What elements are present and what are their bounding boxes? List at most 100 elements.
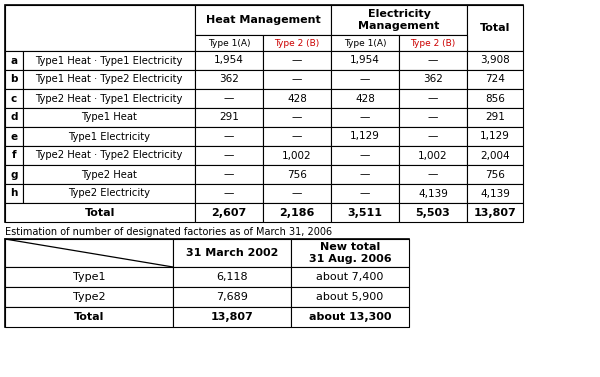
Bar [263, 127, 331, 146]
Bar [467, 70, 523, 89]
Bar [173, 239, 291, 267]
Text: —: — [360, 112, 370, 123]
Bar [23, 184, 195, 203]
Bar [173, 287, 291, 307]
Bar [5, 108, 23, 127]
Text: New total
31 Aug. 2006: New total 31 Aug. 2006 [308, 242, 391, 264]
Bar [399, 35, 467, 51]
Bar [195, 108, 263, 127]
Bar [399, 89, 467, 108]
Text: 756: 756 [287, 170, 307, 179]
Text: 428: 428 [355, 93, 375, 104]
Text: 1,129: 1,129 [480, 132, 510, 141]
Text: 5,503: 5,503 [416, 207, 451, 218]
Bar [23, 146, 195, 165]
Bar [173, 267, 291, 287]
Bar [467, 5, 523, 51]
Text: Heat Management: Heat Management [206, 15, 320, 25]
Text: 291: 291 [485, 112, 505, 123]
Text: Estimation of number of designated factories as of March 31, 2006: Estimation of number of designated facto… [5, 227, 332, 237]
Text: —: — [360, 150, 370, 161]
Text: —: — [428, 132, 438, 141]
Bar [23, 51, 195, 70]
Text: —: — [360, 170, 370, 179]
Text: —: — [360, 75, 370, 84]
Text: 756: 756 [485, 170, 505, 179]
Bar [23, 127, 195, 146]
Bar [399, 165, 467, 184]
Text: —: — [428, 170, 438, 179]
Bar [291, 307, 409, 327]
Bar [23, 165, 195, 184]
Text: g: g [10, 170, 18, 179]
Text: —: — [428, 93, 438, 104]
Bar [399, 203, 467, 222]
Text: —: — [224, 188, 234, 199]
Text: Type1 Electricity: Type1 Electricity [68, 132, 150, 141]
Text: Type 1(A): Type 1(A) [208, 38, 250, 48]
Bar [467, 203, 523, 222]
Text: —: — [292, 112, 302, 123]
Bar [5, 5, 523, 222]
Bar [23, 108, 195, 127]
Bar [263, 51, 331, 70]
Text: —: — [292, 75, 302, 84]
Text: about 13,300: about 13,300 [309, 312, 391, 322]
Text: Type 1(A): Type 1(A) [344, 38, 386, 48]
Bar [399, 127, 467, 146]
Text: Type1: Type1 [73, 272, 105, 282]
Bar [467, 184, 523, 203]
Text: 1,002: 1,002 [418, 150, 448, 161]
Text: Type2 Heat · Type1 Electricity: Type2 Heat · Type1 Electricity [35, 93, 182, 104]
Text: d: d [10, 112, 18, 123]
Text: —: — [224, 150, 234, 161]
Bar [23, 89, 195, 108]
Bar [195, 35, 263, 51]
Text: 428: 428 [287, 93, 307, 104]
Text: Total: Total [74, 312, 104, 322]
Text: —: — [292, 55, 302, 66]
Bar [263, 203, 331, 222]
Text: Type2 Heat · Type2 Electricity: Type2 Heat · Type2 Electricity [35, 150, 182, 161]
Bar [399, 108, 467, 127]
Bar [467, 127, 523, 146]
Text: Type2 Heat: Type2 Heat [81, 170, 137, 179]
Bar [291, 267, 409, 287]
Text: 6,118: 6,118 [216, 272, 248, 282]
Bar [467, 108, 523, 127]
Text: 291: 291 [219, 112, 239, 123]
Bar [331, 89, 399, 108]
Bar [195, 5, 331, 35]
Text: about 5,900: about 5,900 [316, 292, 383, 302]
Bar [195, 203, 263, 222]
Bar [467, 165, 523, 184]
Text: 3,511: 3,511 [347, 207, 383, 218]
Bar [195, 89, 263, 108]
Text: a: a [10, 55, 17, 66]
Bar [5, 307, 173, 327]
Text: 31 March 2002: 31 March 2002 [186, 248, 278, 258]
Text: Type 2 (B): Type 2 (B) [410, 38, 455, 48]
Text: 2,004: 2,004 [480, 150, 510, 161]
Bar [195, 184, 263, 203]
Bar [5, 127, 23, 146]
Text: 724: 724 [485, 75, 505, 84]
Text: —: — [428, 55, 438, 66]
Bar [195, 146, 263, 165]
Bar [399, 146, 467, 165]
Bar [5, 70, 23, 89]
Bar [23, 70, 195, 89]
Bar [331, 127, 399, 146]
Bar [263, 89, 331, 108]
Text: Electricity
Management: Electricity Management [358, 9, 440, 31]
Text: Type2: Type2 [73, 292, 106, 302]
Bar [263, 184, 331, 203]
Text: 856: 856 [485, 93, 505, 104]
Bar [5, 203, 195, 222]
Text: 7,689: 7,689 [216, 292, 248, 302]
Bar [5, 239, 173, 267]
Bar [5, 146, 23, 165]
Bar [467, 51, 523, 70]
Text: 13,807: 13,807 [211, 312, 253, 322]
Bar [331, 203, 399, 222]
